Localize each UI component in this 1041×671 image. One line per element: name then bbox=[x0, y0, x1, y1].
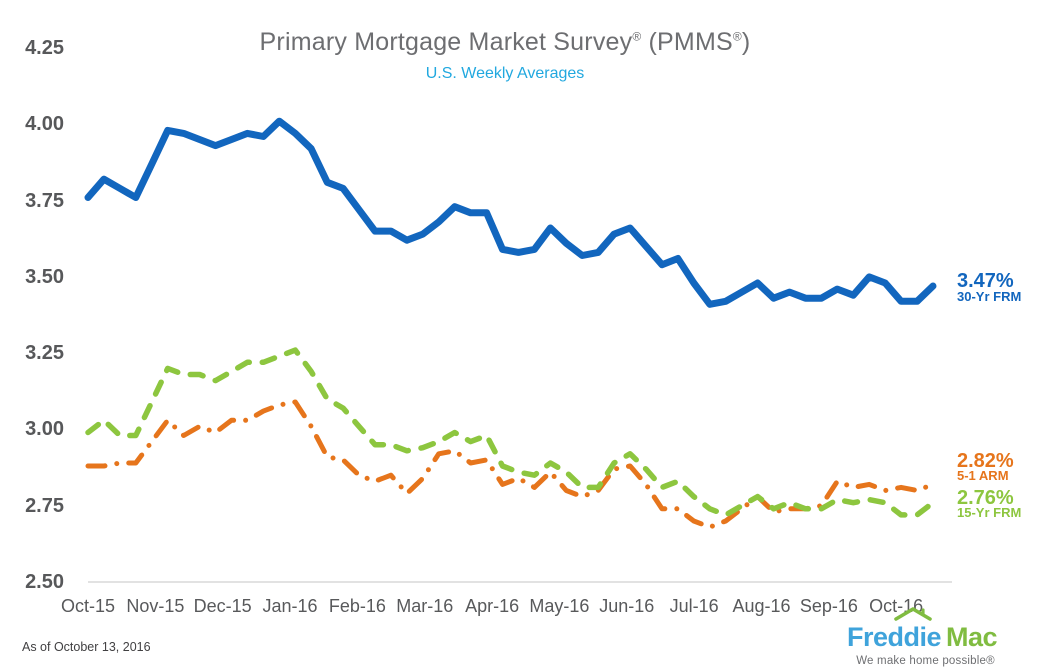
chart-header: Primary Mortgage Market Survey® (PMMS®) … bbox=[90, 28, 920, 83]
x-tick-label: Apr-16 bbox=[465, 596, 520, 616]
logo-word-freddie: Freddie bbox=[847, 622, 942, 652]
y-tick-label: 4.25 bbox=[25, 37, 64, 59]
title-text: Primary Mortgage Market Survey bbox=[259, 28, 633, 56]
y-tick-label: 3.00 bbox=[25, 418, 64, 441]
series-name-label: 15-Yr FRM bbox=[957, 504, 1022, 520]
series-line-30-yr-frm bbox=[84, 117, 937, 308]
y-tick-label: 4.00 bbox=[25, 113, 64, 136]
x-tick-label: Dec-15 bbox=[193, 596, 252, 616]
freddie-mac-logo: Freddie Mac We make home possible® bbox=[845, 603, 1015, 669]
series-rate-label: 2.76% bbox=[957, 486, 1014, 509]
series-name-label: 30-Yr FRM bbox=[957, 289, 1022, 304]
logo-wordmark: Freddie Mac bbox=[847, 622, 998, 653]
as-of-date: As of October 13, 2016 bbox=[22, 640, 151, 654]
y-tick-label: 2.50 bbox=[25, 571, 64, 593]
x-tick-label: Jul-16 bbox=[669, 596, 719, 616]
title-paren: (PMMS bbox=[641, 28, 733, 56]
y-tick-label: 3.50 bbox=[25, 265, 64, 288]
y-tick-label: 2.75 bbox=[25, 494, 64, 517]
logo-word-mac: Mac bbox=[946, 622, 998, 652]
x-tick-label: Feb-16 bbox=[328, 596, 386, 616]
x-tick-label: Jan-16 bbox=[262, 596, 318, 616]
x-tick-label: Mar-16 bbox=[396, 596, 454, 616]
x-tick-label: Jun-16 bbox=[599, 596, 655, 616]
y-tick-label: 3.75 bbox=[25, 189, 64, 212]
series-rate-label: 3.47% bbox=[957, 270, 1014, 292]
registered-mark: ® bbox=[732, 29, 742, 44]
x-tick-label: Aug-16 bbox=[732, 596, 791, 616]
chart-subtitle: U.S. Weekly Averages bbox=[425, 65, 585, 82]
x-tick-label: Oct-15 bbox=[60, 596, 116, 616]
registered-mark: ® bbox=[632, 29, 642, 44]
y-tick-label: 3.25 bbox=[25, 342, 64, 365]
x-tick-label: Nov-15 bbox=[126, 596, 185, 616]
logo-tagline: We make home possible® bbox=[856, 655, 995, 667]
series-line-15-yr-frm bbox=[85, 347, 936, 518]
x-tick-label: May-16 bbox=[529, 596, 590, 616]
chart-title: Primary Mortgage Market Survey® (PMMS®) bbox=[90, 28, 920, 57]
house-roof-icon bbox=[894, 607, 932, 621]
series-name-label: 5-1 ARM bbox=[957, 468, 1009, 484]
series-line-5-1-arm bbox=[85, 399, 936, 530]
title-paren-close: ) bbox=[741, 28, 751, 56]
x-tick-label: Sep-16 bbox=[799, 596, 858, 616]
series-rate-label: 2.82% bbox=[957, 450, 1014, 473]
